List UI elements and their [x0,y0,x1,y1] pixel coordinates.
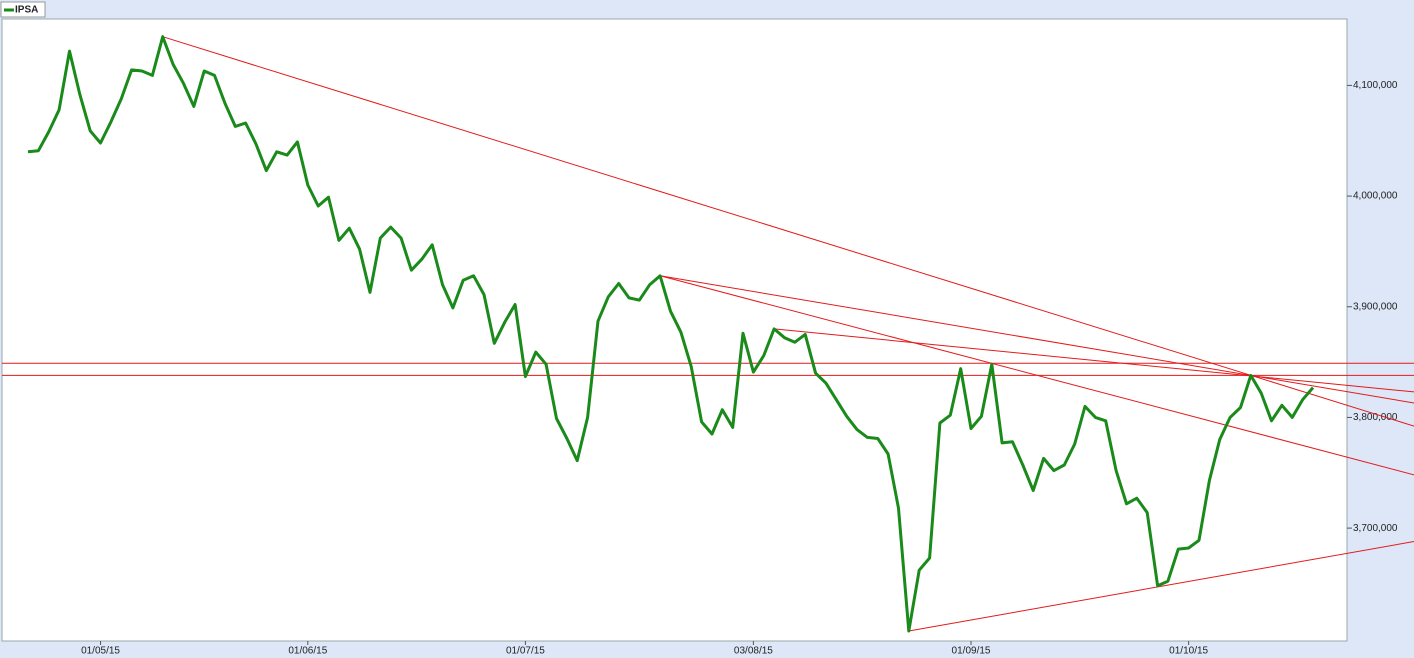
x-tick-label: 01/06/15 [288,646,327,657]
series-line [27,35,1315,633]
trend-line [774,328,1414,393]
y-tick-label: 3,800,000 [1353,412,1398,423]
x-tick-label: 01/09/15 [952,646,991,657]
x-tick-label: 01/07/15 [506,646,545,657]
y-tick-label: 4,000,000 [1353,191,1398,202]
x-tick-label: 03/08/15 [734,646,773,657]
plot-area [1,18,1348,642]
legend-box [0,1,46,18]
trend-line [660,275,1414,476]
legend[interactable]: IPSA [0,1,46,18]
x-tick-label: 01/05/15 [81,646,120,657]
trend-line [908,540,1414,632]
y-tick-label: 4,100,000 [1353,80,1398,91]
x-tick-label: 01/10/15 [1169,646,1208,657]
y-tick-label: 3,900,000 [1353,301,1398,312]
legend-label: IPSA [15,5,38,16]
trend-line [660,275,1414,404]
trend-line [162,36,1414,427]
y-tick-label: 3,700,000 [1353,523,1398,534]
